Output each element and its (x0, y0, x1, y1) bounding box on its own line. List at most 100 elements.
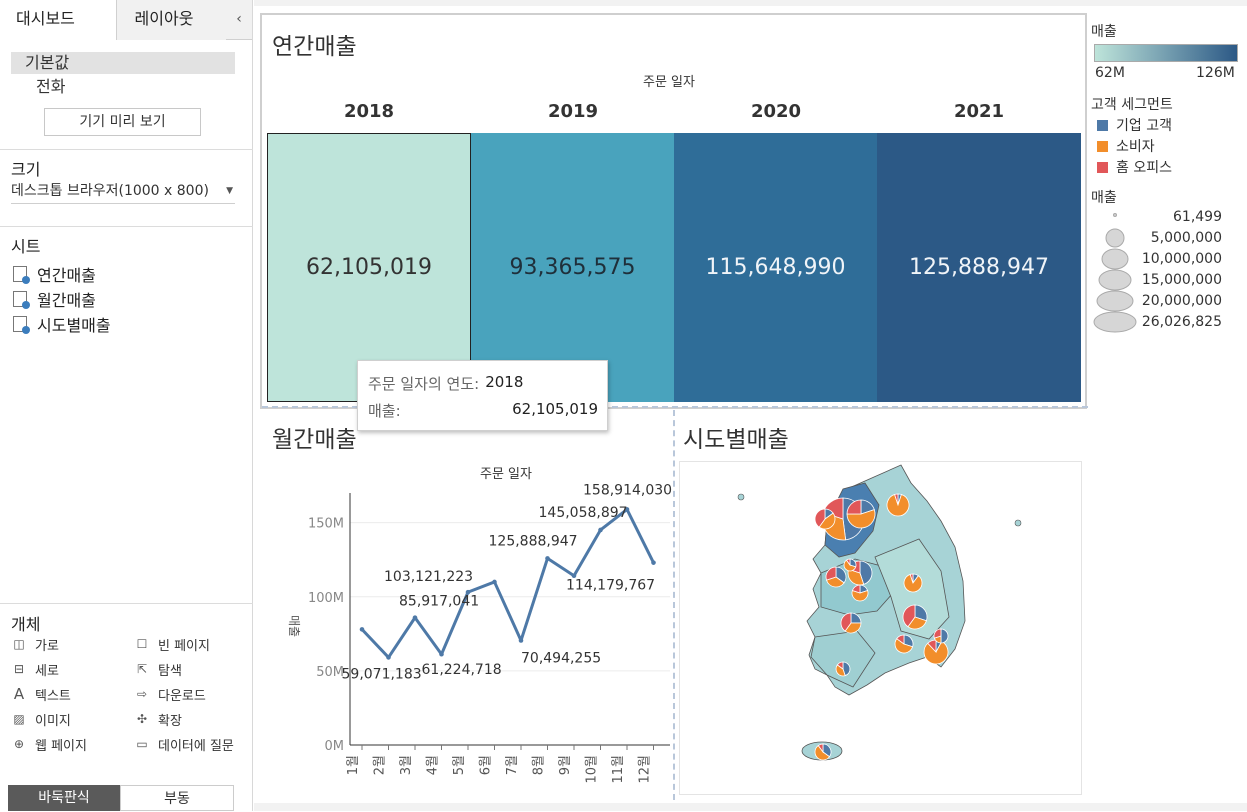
object-ask-data[interactable]: ▭ 데이터에 질문 (134, 735, 234, 754)
horizontal-icon: ◫ (13, 637, 25, 651)
tooltip: 주문 일자의 연도: 2018 매출: 62,105,019 (357, 360, 608, 431)
pie-slice[interactable] (902, 604, 916, 628)
pie-slice[interactable] (825, 576, 845, 588)
annual-cell-2019[interactable]: 93,365,575 (471, 133, 674, 402)
region-sales-map[interactable] (679, 461, 1082, 795)
pie-slice[interactable] (835, 566, 847, 584)
pie-slice[interactable] (894, 493, 899, 506)
pie-slice[interactable] (814, 508, 826, 528)
object-blank[interactable]: ☐ 빈 페이지 (134, 635, 210, 654)
object-text[interactable]: A 텍스트 (11, 685, 71, 704)
divider (0, 603, 253, 604)
legend-item-home-office[interactable]: 홈 오피스 (1097, 158, 1172, 176)
pie-slice[interactable] (903, 573, 923, 593)
data-label: 114,179,767 (566, 578, 655, 594)
pie-slice[interactable] (851, 584, 861, 594)
annual-value: 93,365,575 (509, 255, 636, 280)
annual-cell-2021[interactable]: 125,888,947 (877, 133, 1081, 402)
data-label: 145,058,897 (539, 505, 628, 521)
data-point (624, 507, 630, 512)
size-section-title: 크기 (11, 160, 41, 179)
pie-slice[interactable] (814, 744, 831, 761)
size-legend-circles (1093, 213, 1137, 333)
region-sales-title: 시도별매출 (683, 427, 789, 453)
pie-slice[interactable] (846, 499, 862, 515)
object-label: 텍스트 (35, 688, 71, 704)
pie-slice[interactable] (825, 566, 837, 581)
object-navigation[interactable]: ⇱ 탐색 (134, 660, 182, 679)
layout-separator (262, 406, 1088, 408)
pie-slice[interactable] (836, 661, 844, 670)
annual-cell-2020[interactable]: 115,648,990 (674, 133, 877, 402)
tab-floating[interactable]: 부동 (120, 785, 234, 811)
chevron-down-icon: ▼ (226, 186, 233, 196)
pie-slice[interactable] (896, 634, 905, 645)
monthly-sales-chart[interactable]: 매출 0M 50M 100M 150M 1월 2월 3월 4월 5월 6월 7월 8월 9월 10월 11월… (262, 480, 672, 800)
sheet-item-region[interactable]: 시도별매출 (13, 313, 111, 335)
data-point (545, 556, 550, 561)
data-label: 85,917,041 (399, 594, 479, 610)
color-ramp[interactable] (1094, 44, 1238, 62)
ask-data-icon: ▭ (136, 737, 148, 751)
device-preview-button[interactable]: 기기 미리 보기 (44, 108, 201, 136)
pie-slice[interactable] (923, 640, 949, 665)
pie-slice[interactable] (843, 559, 857, 572)
y-axis-label: 매출 (287, 615, 301, 637)
object-download[interactable]: ⇨ 다운로드 (134, 685, 206, 704)
annual-sales-title: 연간매출 (272, 34, 357, 60)
pie-slice[interactable] (844, 622, 862, 634)
pie-slice[interactable] (817, 743, 824, 754)
island-ganghwa (737, 493, 745, 501)
data-label: 158,914,030 (583, 482, 672, 498)
annual-sales-sheet[interactable] (260, 13, 1087, 409)
pie-slice[interactable] (940, 628, 949, 644)
legend-item-consumer[interactable]: 소비자 (1097, 137, 1155, 155)
layout-separator (673, 410, 675, 800)
object-image[interactable]: ▨ 이미지 (11, 710, 71, 729)
island-ulleung (1014, 519, 1022, 527)
pie-slice[interactable] (886, 494, 910, 517)
year-header-2021: 2021 (953, 101, 1005, 122)
tab-layout[interactable]: 레이아웃 (116, 0, 227, 40)
data-label: 103,121,223 (384, 569, 473, 585)
device-phone[interactable]: 전화 (36, 77, 66, 96)
x-tick-label: 12월 (638, 755, 653, 784)
x-tick-label: 1월 (346, 755, 361, 775)
size-legend-value: 26,026,825 (1141, 314, 1222, 330)
objects-section-title: 개체 (11, 615, 41, 634)
data-label: 125,888,947 (489, 533, 578, 549)
pie-slice[interactable] (859, 560, 873, 585)
color-legend-min: 62M (1095, 65, 1125, 81)
size-legend-value: 5,000,000 (1150, 230, 1222, 246)
pie-slice[interactable] (845, 558, 851, 567)
pie-slice[interactable] (818, 512, 836, 530)
tab-dashboard[interactable]: 대시보드 (0, 0, 117, 40)
object-label: 웹 페이지 (35, 738, 87, 754)
size-dropdown[interactable]: 데스크톱 브라우저(1000 x 800) ▼ (11, 180, 235, 204)
pie-slice[interactable] (933, 628, 942, 639)
object-web-page[interactable]: ⊕ 웹 페이지 (11, 735, 87, 754)
navigation-icon: ⇱ (136, 662, 148, 676)
object-horizontal[interactable]: ◫ 가로 (11, 635, 59, 654)
pie-slice[interactable] (909, 573, 914, 584)
legend-item-corporate[interactable]: 기업 고객 (1097, 116, 1172, 134)
x-tick-label: 3월 (399, 755, 414, 775)
data-point (651, 560, 656, 565)
pie-slice[interactable] (851, 590, 869, 602)
pie-slice[interactable] (894, 638, 914, 654)
x-tick-label: 11월 (611, 755, 626, 784)
pie-slice[interactable] (840, 612, 852, 632)
canvas-top-edge (254, 0, 1247, 6)
sheet-item-monthly[interactable]: 월간매출 (13, 288, 96, 310)
sheet-item-annual[interactable]: 연간매출 (13, 263, 96, 285)
annual-value: 62,105,019 (306, 255, 432, 280)
year-header-2020: 2020 (750, 101, 802, 122)
object-vertical[interactable]: ⊟ 세로 (11, 660, 59, 679)
swatch (1097, 119, 1108, 131)
device-default[interactable]: 기본값 (11, 52, 235, 74)
data-label: 59,071,183 (342, 666, 422, 682)
object-extension[interactable]: ✣ 확장 (134, 710, 182, 729)
tab-tiled[interactable]: 바둑판식 (8, 785, 120, 811)
collapse-panel-icon[interactable]: ‹ (226, 0, 252, 39)
web-icon: ⊕ (13, 737, 25, 751)
